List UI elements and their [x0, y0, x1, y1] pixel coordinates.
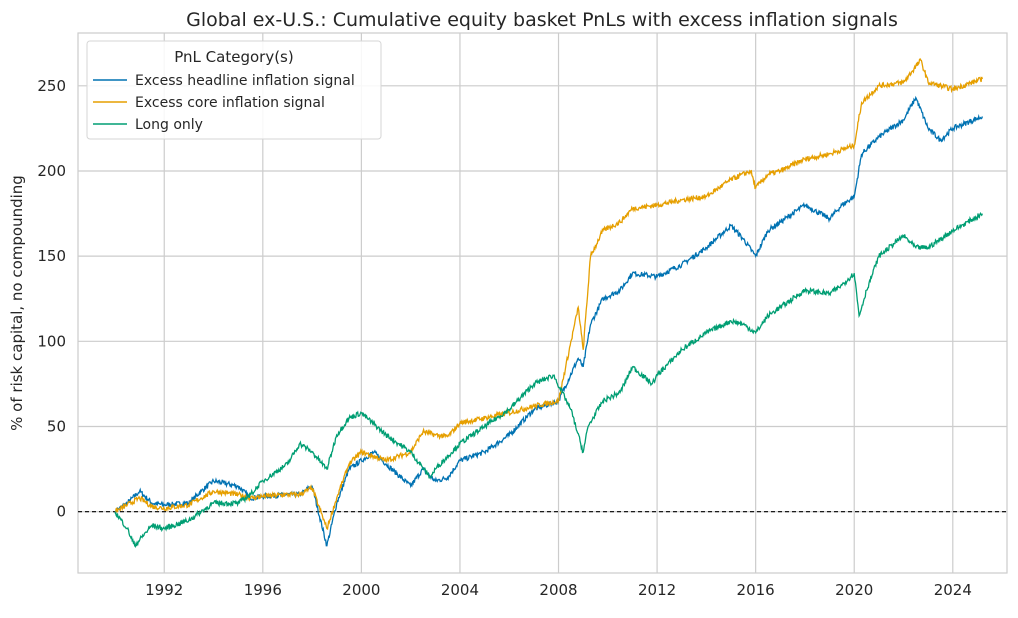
x-tick-label: 2008	[539, 581, 577, 599]
x-tick-label: 2000	[342, 581, 380, 599]
x-tick-label: 1992	[145, 581, 183, 599]
x-tick-label: 2016	[737, 581, 775, 599]
chart-title: Global ex-U.S.: Cumulative equity basket…	[186, 9, 898, 31]
legend-entry: Long only	[135, 117, 203, 133]
x-tick-label: 2004	[441, 581, 479, 599]
series-line-1	[114, 57, 984, 530]
y-tick-label: 50	[47, 418, 66, 436]
series-group	[114, 57, 984, 548]
y-tick-label: 100	[37, 332, 66, 350]
series-line-0	[114, 95, 984, 547]
y-tick-label: 0	[56, 503, 66, 521]
legend-title: PnL Category(s)	[174, 48, 293, 66]
tick-labels: 1992 1996 2000 2004 2008 2012 2016 2020 2024 0 50 1…	[37, 77, 972, 599]
x-tick-label: 2024	[934, 581, 972, 599]
x-tick-label: 2012	[638, 581, 676, 599]
y-axis-label: % of risk capital, no compounding	[8, 175, 26, 431]
legend-entry: Excess core inflation signal	[135, 95, 325, 111]
y-tick-label: 200	[37, 162, 66, 180]
plot-frame	[77, 32, 1008, 574]
y-tick-label: 250	[37, 77, 66, 95]
x-tick-label: 1996	[244, 581, 282, 599]
legend: PnL Category(s) Excess headline inflatio…	[86, 40, 382, 140]
legend-entry: Excess headline inflation signal	[135, 73, 355, 89]
x-tick-label: 2020	[835, 581, 873, 599]
series-line-2	[114, 211, 983, 548]
grid	[78, 33, 1007, 573]
y-tick-label: 150	[37, 247, 66, 265]
